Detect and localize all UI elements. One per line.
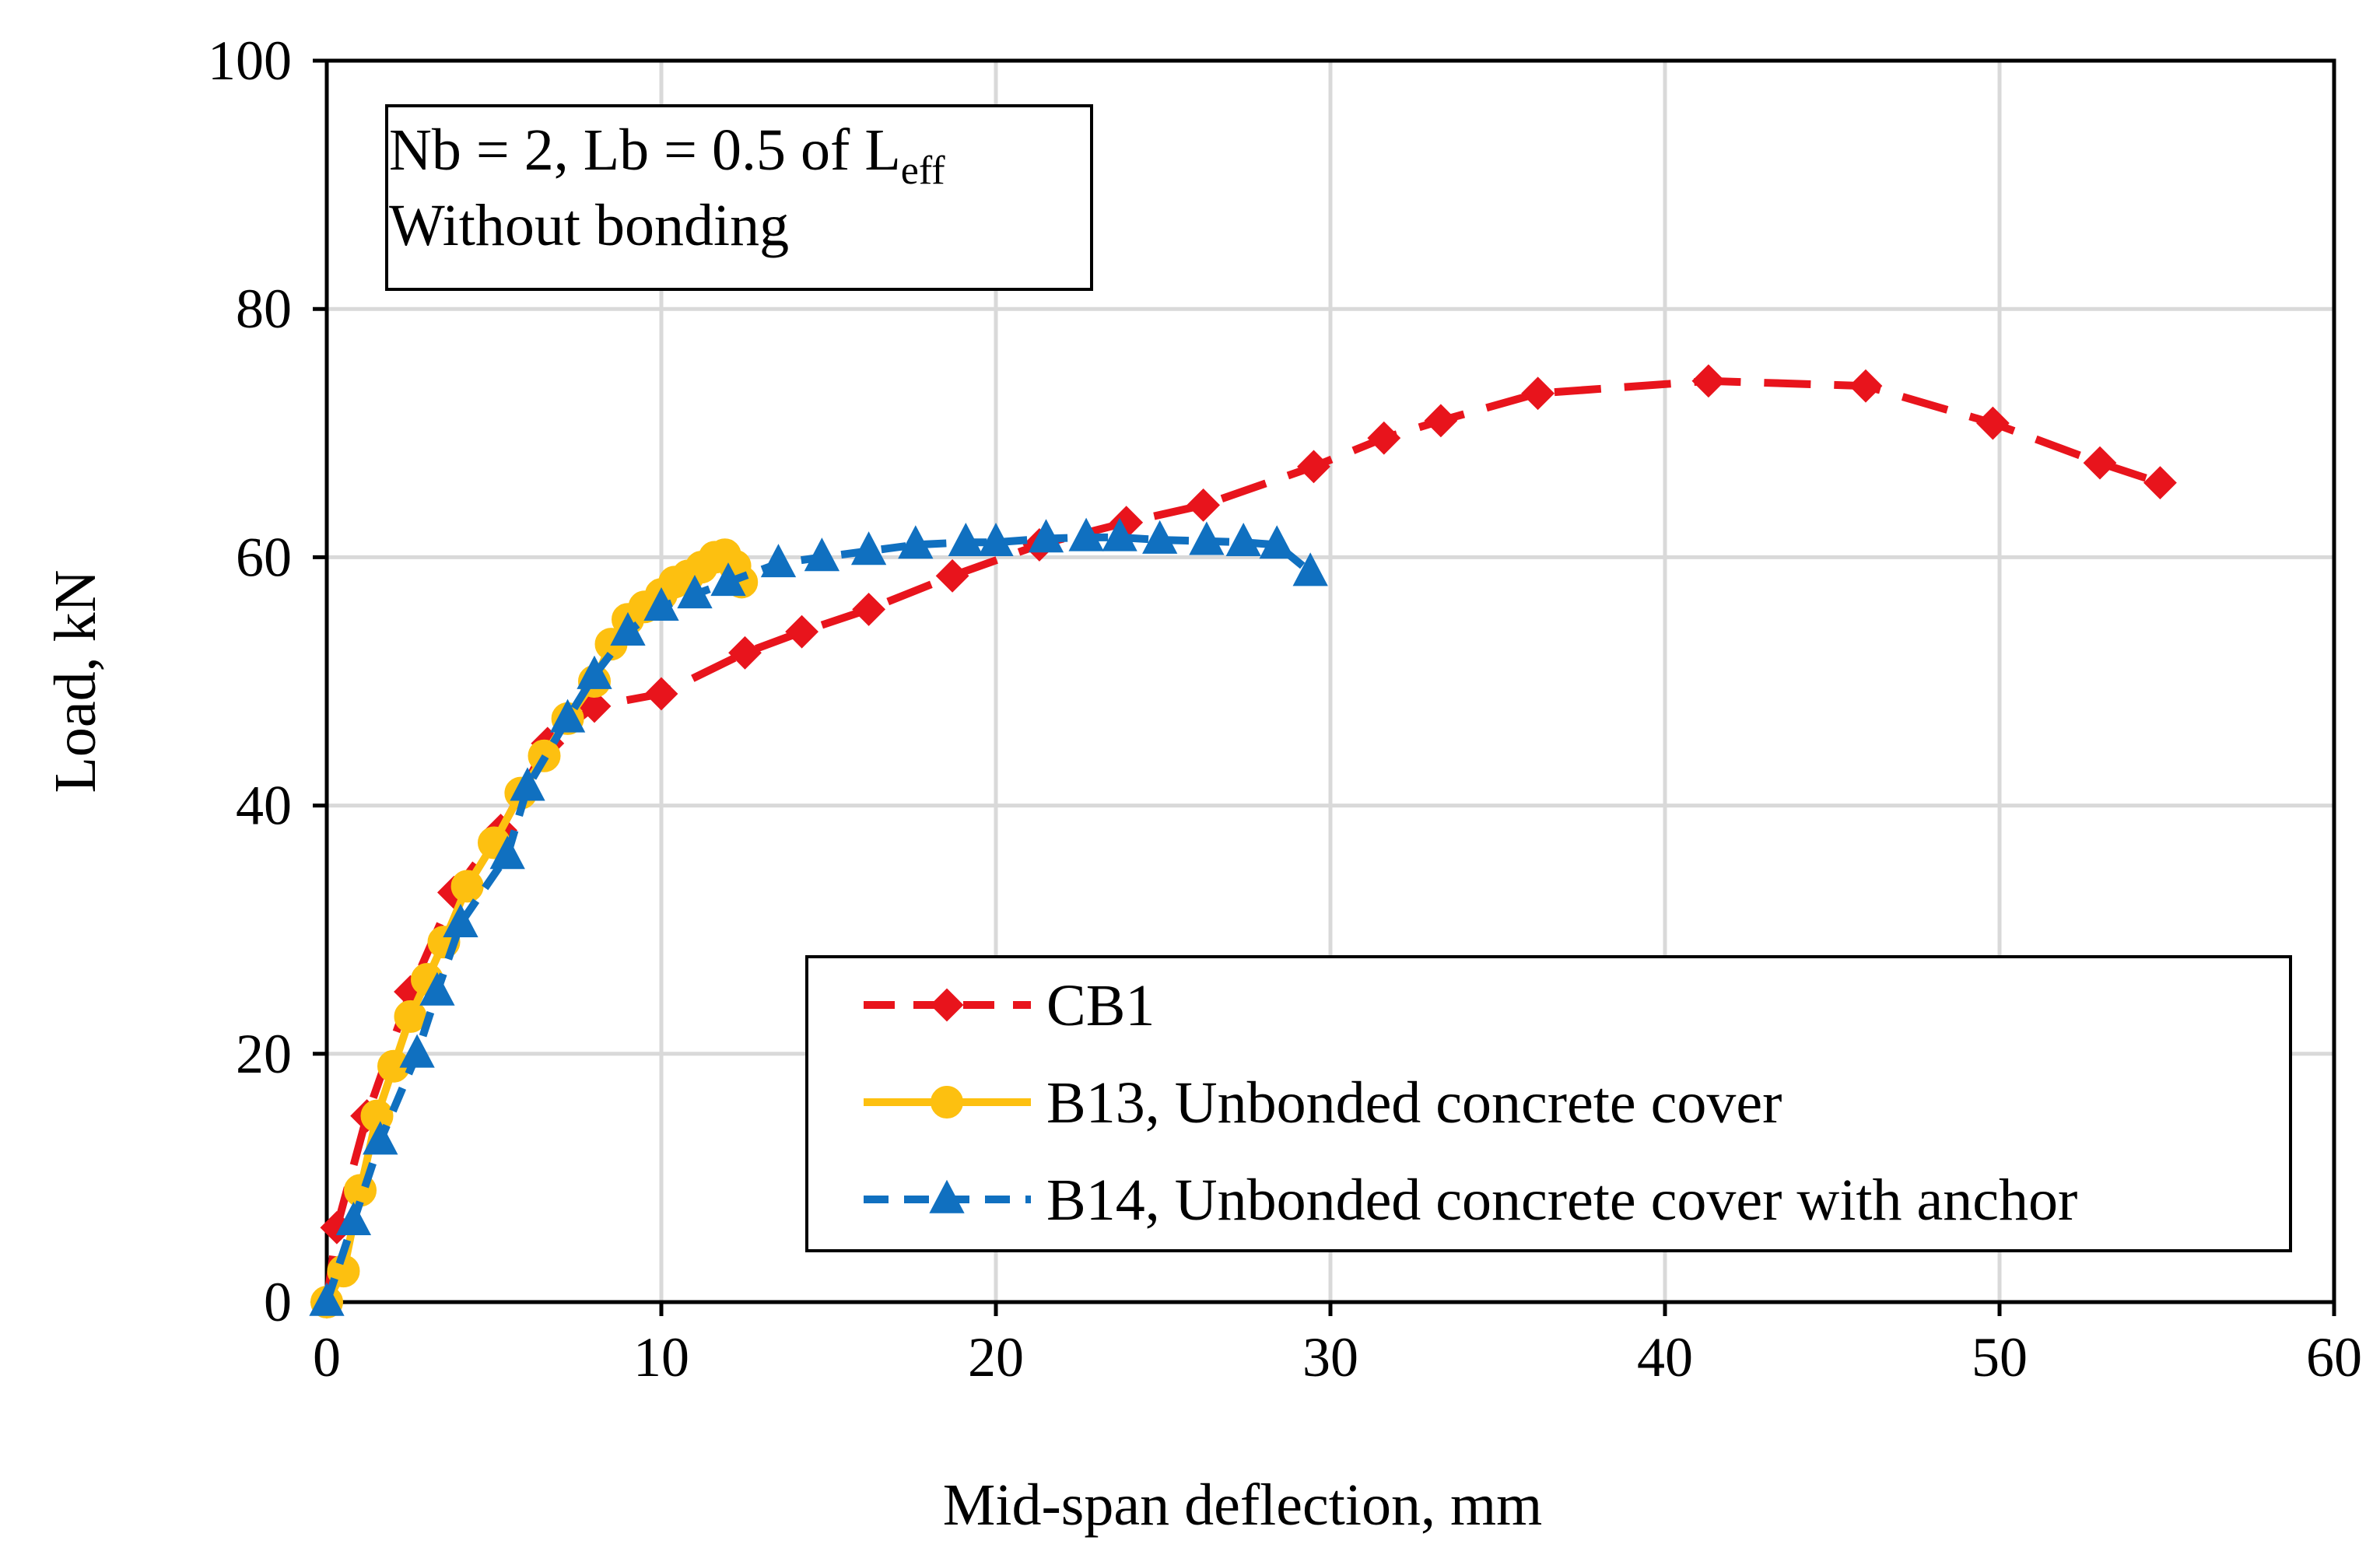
data-point [1028, 519, 1064, 553]
data-point [1102, 517, 1137, 551]
data-point [1189, 521, 1225, 555]
annotation-box: Nb = 2, Lb = 0.5 of Leff Without bonding [385, 104, 1093, 291]
data-point [309, 1282, 345, 1316]
x-tick-label: 60 [2306, 1326, 2362, 1388]
data-point [399, 1034, 435, 1068]
y-tick-label: 60 [236, 526, 292, 588]
data-point [363, 1121, 398, 1155]
y-tick-label: 80 [236, 278, 292, 340]
data-point [1424, 404, 1458, 438]
data-point [394, 1000, 427, 1033]
data-point [1849, 369, 1883, 403]
data-point [935, 558, 969, 593]
data-point [677, 575, 713, 609]
data-point [1297, 450, 1330, 484]
y-axis-title: Load, kN [43, 569, 108, 793]
annotation-frame [385, 104, 1093, 291]
data-point [489, 835, 525, 870]
axis-ticks: 0 10 20 30 40 50 60 0 20 40 60 80 100 [208, 30, 2362, 1388]
x-tick-label: 0 [313, 1326, 341, 1388]
y-tick-label: 20 [236, 1023, 292, 1085]
data-point [610, 611, 646, 646]
data-point [510, 767, 545, 801]
x-tick-label: 50 [1972, 1326, 2028, 1388]
data-point [804, 537, 840, 572]
series-layer [309, 364, 2177, 1319]
data-point [644, 677, 678, 711]
legend-item: B13, Unbonded concrete cover [864, 1070, 1782, 1136]
legend-marker [931, 1086, 963, 1119]
data-point [898, 525, 934, 559]
legend-marker [929, 1179, 965, 1213]
annotation-line-1: Nb = 2, Lb = 0.5 of Leff [389, 117, 945, 193]
data-point [450, 870, 484, 903]
annotation-line-2: Without bonding [389, 193, 789, 258]
series-3 [309, 517, 1328, 1316]
data-point [852, 593, 886, 626]
data-point [1367, 421, 1401, 455]
legend-marker [930, 988, 964, 1022]
data-point [1292, 552, 1328, 586]
data-point [2083, 446, 2117, 480]
data-point [643, 586, 679, 621]
legend-label: B13, Unbonded concrete cover [1046, 1070, 1782, 1136]
data-point [728, 635, 762, 670]
legend-frame [805, 955, 2292, 1252]
data-point [443, 903, 478, 938]
data-point [1259, 525, 1295, 559]
data-point [335, 1202, 372, 1236]
data-point [577, 655, 612, 689]
annotation-subscript: eff [901, 149, 945, 193]
legend: CB1 B13, Unbonded concrete cover B14, Unbo… [805, 955, 2292, 1252]
legend-label: B14, Unbonded concrete cover with anchor [1046, 1168, 2077, 1233]
data-point [1142, 520, 1178, 554]
data-point [1691, 364, 1726, 398]
data-point [1225, 523, 1261, 557]
legend-items: CB1 B13, Unbonded concrete cover B14, Unbo… [864, 973, 2077, 1233]
x-tick-label: 20 [968, 1326, 1024, 1388]
data-point [1068, 517, 1104, 551]
y-tick-label: 0 [264, 1271, 292, 1333]
x-tick-label: 30 [1302, 1326, 1358, 1388]
data-point [785, 614, 819, 649]
x-tick-label: 10 [633, 1326, 689, 1388]
data-point [760, 544, 797, 578]
annotation-line-1-main: Nb = 2, Lb = 0.5 of L [389, 117, 901, 183]
data-point [1186, 488, 1221, 522]
x-axis-title: Mid-span deflection, mm [943, 1472, 1542, 1538]
data-point [978, 523, 1014, 557]
x-tick-label: 40 [1637, 1326, 1693, 1388]
legend-item: CB1 [864, 973, 1155, 1038]
data-point [419, 972, 455, 1006]
data-point [549, 698, 586, 733]
y-tick-label: 40 [236, 775, 292, 837]
data-point [1975, 406, 2010, 440]
data-point [2143, 466, 2177, 500]
data-point [1521, 376, 1555, 411]
y-tick-label: 100 [208, 30, 292, 92]
legend-item: B14, Unbonded concrete cover with anchor [864, 1168, 2077, 1233]
series-line [323, 533, 1313, 1304]
data-point [850, 531, 887, 565]
data-point [710, 562, 746, 597]
legend-label: CB1 [1046, 973, 1155, 1038]
data-point [948, 523, 983, 557]
